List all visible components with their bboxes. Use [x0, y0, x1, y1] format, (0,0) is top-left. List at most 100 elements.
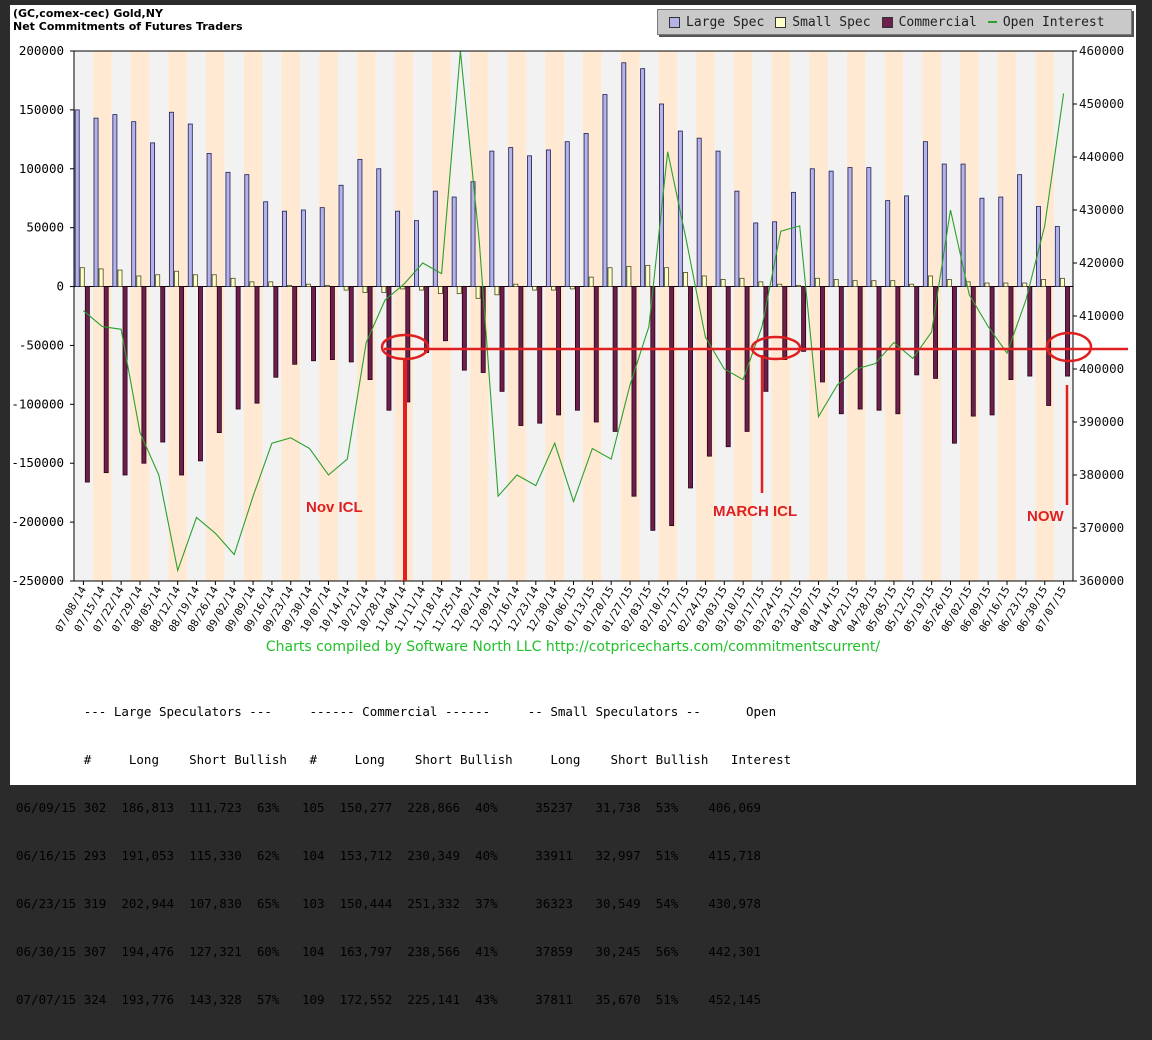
y-right-tick-label: 370000: [1079, 520, 1124, 535]
small-spec-bar: [1059, 277, 1065, 287]
march-icl-circle: [750, 335, 802, 361]
small-spec-bar: [645, 264, 651, 287]
large-spec-bar: [527, 155, 532, 287]
commercial-bar: [820, 286, 825, 383]
now-circle: [1045, 331, 1093, 363]
column-band: [488, 51, 508, 581]
small-spec-bar: [739, 277, 745, 287]
small-spec-bar: [720, 279, 726, 287]
commercial-bar: [933, 286, 939, 379]
commercial-bar: [235, 286, 241, 410]
large-spec-bar: [131, 121, 137, 287]
commercial-bar: [160, 286, 166, 443]
y-right-tick-label: 460000: [1079, 43, 1124, 58]
commercial-bar: [688, 286, 693, 489]
legend-label: Open Interest: [1002, 14, 1105, 30]
column-band: [205, 51, 225, 581]
small-spec-bar: [98, 268, 104, 287]
small-spec-bar: [268, 281, 274, 287]
commercial-bar: [518, 286, 524, 426]
y-right-tick-label: 360000: [1079, 573, 1124, 588]
large-spec-bar: [922, 141, 928, 287]
small-spec-bar: [211, 274, 217, 287]
large-spec-bar: [319, 207, 325, 287]
large-spec-bar: [282, 210, 287, 287]
legend-item-large-spec: Large Spec: [669, 15, 764, 30]
large-spec-bar: [338, 184, 344, 287]
large-spec-bar: [545, 149, 551, 287]
large-spec-bar: [489, 150, 495, 287]
commercial-bar: [1065, 286, 1070, 377]
annotations: Nov ICL MARCH ICL NOW: [306, 331, 1128, 581]
commercial-bar: [292, 286, 298, 365]
column-band: [394, 51, 414, 581]
column-band: [790, 51, 810, 581]
small-spec-bar: [1003, 282, 1009, 287]
small-spec-bar: [551, 286, 556, 291]
small-spec-bar: [475, 286, 481, 299]
large-spec-bar: [451, 196, 457, 287]
column-band: [582, 51, 602, 581]
small-spec-bar: [306, 283, 311, 287]
small-spec-bar: [984, 282, 990, 287]
commercial-bar: [669, 286, 675, 527]
legend-swatch: [775, 16, 787, 28]
small-spec-bar: [796, 284, 801, 287]
column-band: [1016, 51, 1036, 581]
y-left-tick-label: -150000: [11, 455, 64, 470]
legend-swatch: [881, 16, 893, 28]
y-right-tick-label: 430000: [1079, 202, 1124, 217]
legend-item-commercial: Commercial: [881, 15, 977, 30]
column-band: [941, 51, 960, 581]
large-spec-bar: [376, 168, 382, 287]
small-spec-bar: [626, 266, 632, 287]
y-left-tick-label: 150000: [19, 102, 64, 117]
column-band: [224, 51, 244, 581]
large-spec-bar: [74, 109, 80, 287]
commercial-bar: [914, 286, 920, 376]
large-spec-bar: [941, 163, 947, 287]
small-spec-bar: [155, 274, 161, 287]
commercial-bar: [405, 286, 411, 403]
commercial-bar: [801, 286, 807, 352]
cot-summary-table: --- Large Speculators --- ------ Commerc…: [16, 672, 791, 1040]
column-band: [827, 51, 847, 581]
large-spec-bar: [93, 117, 99, 287]
small-spec-bar: [946, 279, 952, 287]
large-spec-bar: [1036, 206, 1041, 287]
small-spec-bar: [682, 272, 688, 287]
commercial-bar: [631, 286, 637, 497]
y-left-tick-label: -100000: [11, 396, 64, 411]
column-band: [413, 51, 433, 581]
commercial-bar: [593, 286, 599, 423]
commercial-bar: [556, 286, 562, 416]
commercial-bar: [499, 286, 505, 392]
commercial-bar: [1008, 286, 1014, 380]
small-spec-bar: [928, 275, 933, 287]
column-band: [884, 51, 904, 581]
small-spec-bar: [437, 286, 443, 295]
small-spec-bar: [513, 283, 519, 287]
small-spec-bar: [117, 269, 123, 287]
small-spec-bar: [174, 270, 179, 287]
y-left-tick-label: 100000: [19, 161, 64, 176]
small-spec-bar: [192, 274, 198, 287]
column-band: [281, 51, 301, 581]
large-spec-bar: [583, 133, 589, 287]
small-spec-bar: [494, 286, 500, 296]
march-icl-label: MARCH ICL: [713, 503, 797, 520]
small-spec-bar: [852, 280, 858, 287]
table-header-2: # Long Short Bullish # Long Short Bullis…: [16, 752, 792, 767]
column-band: [1054, 51, 1073, 581]
column-band: [545, 51, 565, 581]
commercial-bar: [725, 286, 731, 448]
commercial-bar: [612, 286, 618, 432]
y-right-tick-label: 410000: [1079, 308, 1124, 323]
commercial-bar: [179, 286, 185, 476]
y-left-tick-label: 0: [56, 279, 64, 294]
small-spec-bar: [362, 286, 368, 293]
large-spec-bar: [885, 200, 891, 287]
y-left-tick-label: -200000: [11, 514, 64, 529]
large-spec-bar: [168, 111, 174, 287]
large-spec-bar: [734, 190, 740, 287]
